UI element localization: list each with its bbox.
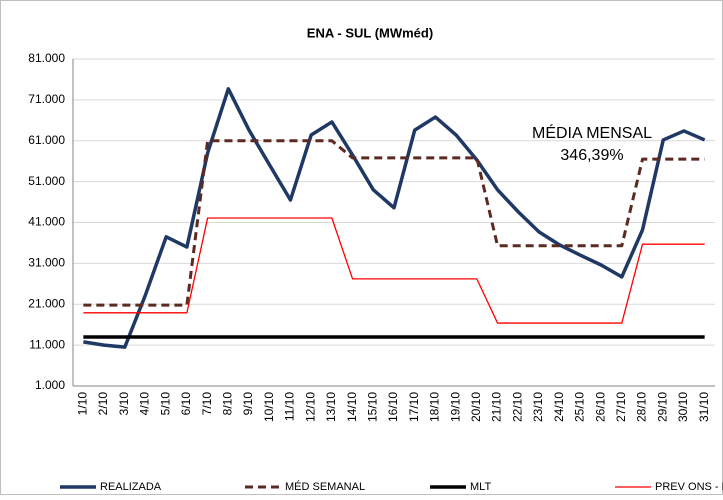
x-tick-label: 9/10 xyxy=(241,392,255,416)
x-tick-label: 17/10 xyxy=(407,392,421,422)
x-tick-label: 18/10 xyxy=(428,392,442,422)
series-line xyxy=(83,87,706,349)
x-tick-label: 5/10 xyxy=(158,392,172,416)
annotation: 346,39% xyxy=(560,147,623,164)
y-tick-label: 1.000 xyxy=(35,378,65,392)
series-line xyxy=(83,139,705,307)
x-tick-label: 3/10 xyxy=(117,392,131,416)
x-tick-label: 13/10 xyxy=(324,392,338,422)
x-tick-label: 2/10 xyxy=(96,392,110,416)
y-tick-label: 41.000 xyxy=(28,215,65,229)
y-tick-label: 51.000 xyxy=(28,174,65,188)
y-tick-label: 31.000 xyxy=(28,256,65,270)
x-tick-label: 14/10 xyxy=(345,392,359,422)
legend-label: MLT xyxy=(470,481,491,493)
series-line xyxy=(83,217,705,324)
x-tick-label: 25/10 xyxy=(573,392,587,422)
x-tick-label: 20/10 xyxy=(469,392,483,422)
x-tick-label: 27/10 xyxy=(614,392,628,422)
y-tick-label: 81.000 xyxy=(28,51,65,65)
y-tick-label: 61.000 xyxy=(28,133,65,147)
x-tick-label: 22/10 xyxy=(510,392,524,422)
annotation: MÉDIA MENSAL xyxy=(532,123,652,142)
x-tick-label: 19/10 xyxy=(448,392,462,422)
legend-label: PREV ONS - PMO xyxy=(655,481,723,493)
y-tick-label: 71.000 xyxy=(28,92,65,106)
x-tick-label: 29/10 xyxy=(655,392,669,422)
x-tick-label: 23/10 xyxy=(531,392,545,422)
x-tick-label: 4/10 xyxy=(138,392,152,416)
y-tick-label: 11.000 xyxy=(29,337,65,351)
x-tick-label: 16/10 xyxy=(386,392,400,422)
y-tick-label: 21.000 xyxy=(28,296,65,310)
x-tick-label: 6/10 xyxy=(179,392,193,416)
x-tick-label: 26/10 xyxy=(593,392,607,422)
x-tick-label: 10/10 xyxy=(262,392,276,422)
x-tick-label: 1/10 xyxy=(76,392,90,416)
x-tick-label: 28/10 xyxy=(635,392,649,422)
legend-label: MÉD SEMANAL xyxy=(285,480,365,493)
chart-title: ENA - SUL (MWméd) xyxy=(307,25,433,40)
legend-label: REALIZADA xyxy=(100,481,162,493)
x-tick-label: 12/10 xyxy=(303,392,317,422)
x-tick-label: 24/10 xyxy=(552,392,566,422)
x-tick-label: 11/10 xyxy=(283,392,297,421)
x-tick-label: 7/10 xyxy=(200,392,214,416)
x-tick-label: 30/10 xyxy=(676,392,690,422)
x-tick-label: 31/10 xyxy=(697,392,711,422)
x-tick-label: 8/10 xyxy=(220,392,234,416)
x-tick-label: 15/10 xyxy=(365,392,379,422)
x-tick-label: 21/10 xyxy=(490,392,504,422)
